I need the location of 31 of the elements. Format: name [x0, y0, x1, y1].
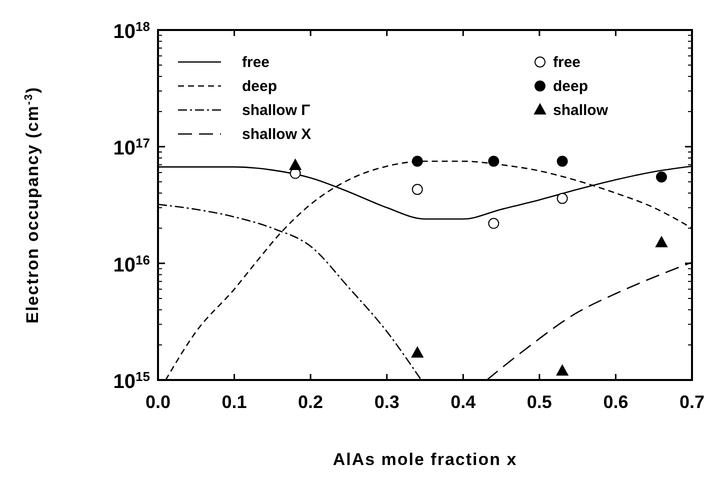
x-tick-label: 0.4: [450, 392, 476, 412]
x-tick-label: 0.5: [526, 392, 552, 412]
y-tick-label: 10$^{15}$: [113, 368, 150, 393]
x-tick-label: 0.7: [679, 392, 705, 412]
y-tick-label: 10$^{18}$: [113, 18, 150, 43]
legend-label: free: [553, 54, 581, 71]
point: [488, 156, 500, 167]
point: [488, 218, 500, 229]
point: [656, 171, 667, 182]
legend-label: deep: [242, 78, 278, 95]
point: [655, 236, 668, 248]
legend-label: shallow X: [242, 126, 312, 143]
point: [556, 192, 568, 204]
point: [289, 158, 302, 170]
point: [556, 364, 568, 376]
x-tick-label: 0.6: [603, 392, 628, 412]
point: [412, 184, 423, 195]
legend-label: shallow: [553, 102, 608, 119]
y-tick-label: 10$^{17}$: [113, 135, 150, 160]
point: [412, 156, 423, 167]
x-axis-title: AlAs mole fraction x: [332, 450, 518, 469]
x-tick-label: 0.1: [222, 392, 247, 412]
x-tick-label: 0.3: [374, 392, 400, 412]
legend-label: deep: [553, 78, 588, 95]
legend-label: free: [242, 54, 270, 71]
x-tick-label: 0.0: [145, 392, 171, 412]
point: [411, 346, 424, 358]
legend-label: shallow Γ: [242, 102, 310, 119]
y-tick-label: 10$^{16}$: [113, 252, 150, 276]
x-tick-label: 0.2: [298, 392, 324, 412]
point: [556, 156, 568, 167]
